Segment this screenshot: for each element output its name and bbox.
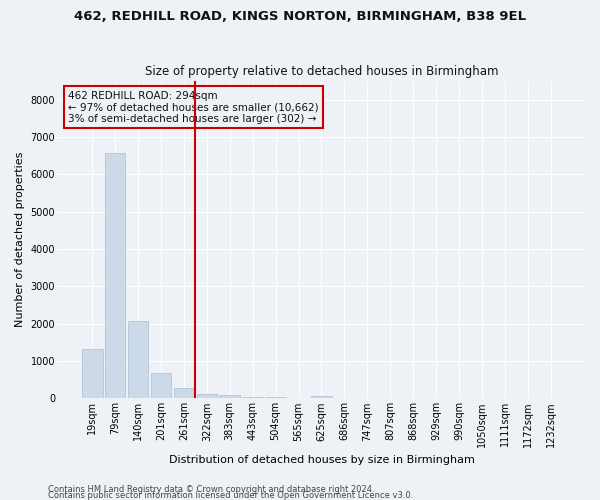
Text: 462, REDHILL ROAD, KINGS NORTON, BIRMINGHAM, B38 9EL: 462, REDHILL ROAD, KINGS NORTON, BIRMING… [74, 10, 526, 23]
Bar [82, 349, 103, 399]
Bar [151, 373, 172, 398]
Bar [173, 388, 194, 398]
X-axis label: Distribution of detached houses by size in Birmingham: Distribution of detached houses by size … [169, 455, 475, 465]
Bar [197, 394, 217, 398]
Y-axis label: Number of detached properties: Number of detached properties [15, 152, 25, 328]
Text: Contains HM Land Registry data © Crown copyright and database right 2024.: Contains HM Land Registry data © Crown c… [48, 484, 374, 494]
Text: 462 REDHILL ROAD: 294sqm
← 97% of detached houses are smaller (10,662)
3% of sem: 462 REDHILL ROAD: 294sqm ← 97% of detach… [68, 90, 319, 124]
Title: Size of property relative to detached houses in Birmingham: Size of property relative to detached ho… [145, 66, 498, 78]
Bar [128, 320, 148, 398]
Bar [242, 396, 263, 398]
Bar [105, 152, 125, 398]
Text: Contains public sector information licensed under the Open Government Licence v3: Contains public sector information licen… [48, 490, 413, 500]
Bar [220, 395, 240, 398]
Bar [311, 396, 332, 398]
